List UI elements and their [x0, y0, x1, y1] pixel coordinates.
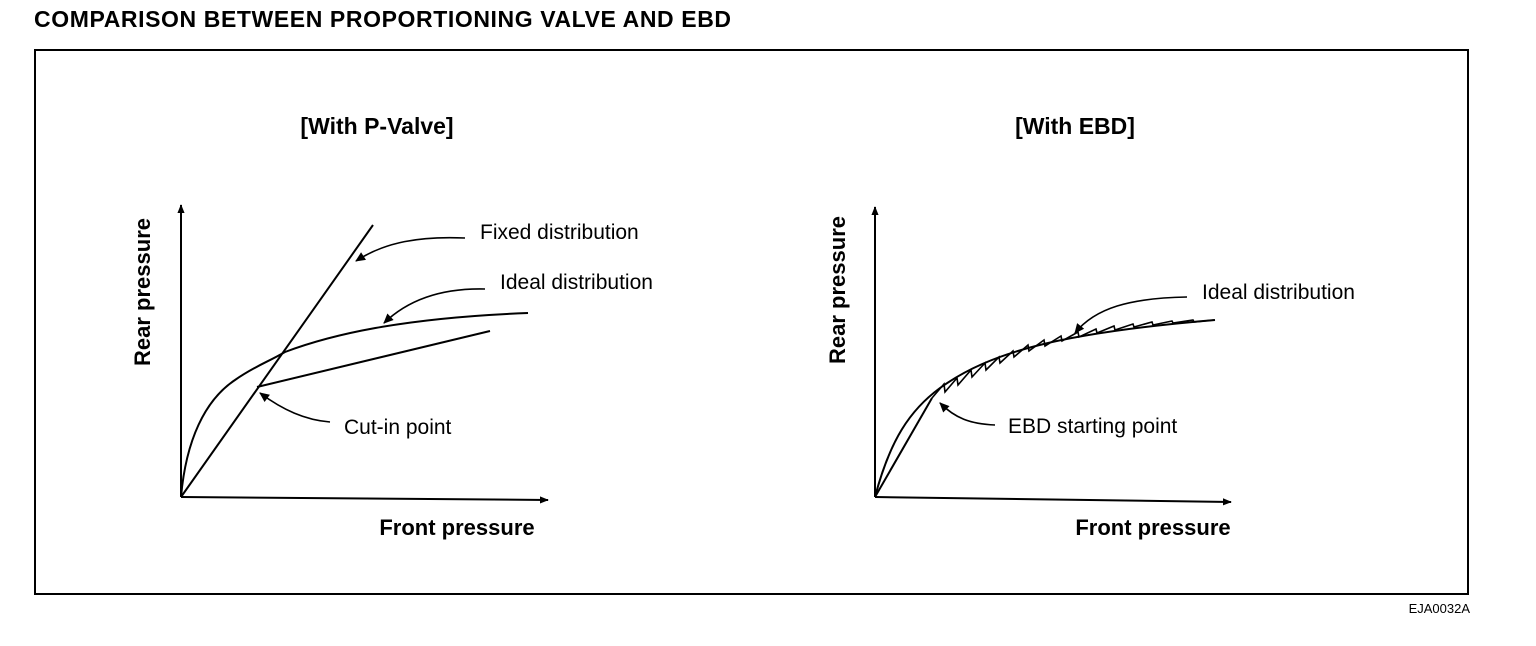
- ebd-x-axis: [874, 496, 1232, 506]
- cut-in-point-callout-arrow: [259, 392, 331, 423]
- ebd-ideal-distribution-label: Ideal distribution: [1202, 281, 1355, 304]
- ideal-distribution-label: Ideal distribution: [500, 271, 653, 294]
- ebd-initial-line: [874, 397, 933, 498]
- p-valve-panel: [With P-Valve] Rear pressure Front press…: [130, 113, 653, 540]
- ebd-starting-point-callout-arrow: [939, 402, 996, 426]
- ebd-heading: [With EBD]: [1015, 113, 1135, 139]
- ideal-distribution-curve: [180, 312, 529, 498]
- p-valve-heading: [With P-Valve]: [300, 113, 453, 139]
- ebd-ideal-distribution-callout-arrow: [1074, 296, 1188, 334]
- page-title: COMPARISON BETWEEN PROPORTIONING VALVE A…: [34, 6, 732, 32]
- proportioned-line: [256, 330, 491, 388]
- p-valve-y-axis-label: Rear pressure: [130, 218, 155, 366]
- ebd-panel: [With EBD] Rear pressure Front pressure …: [825, 113, 1355, 540]
- ideal-distribution-callout-arrow: [383, 288, 486, 324]
- ebd-stepped-control-curve: [931, 319, 1215, 399]
- ebd-y-axis-label: Rear pressure: [825, 216, 850, 364]
- ebd-starting-point-label: EBD starting point: [1008, 415, 1177, 438]
- ebd-x-axis-label: Front pressure: [1075, 515, 1230, 540]
- cut-in-point-label: Cut-in point: [344, 416, 452, 439]
- fixed-distribution-line: [180, 224, 374, 498]
- figure-code: EJA0032A: [1408, 601, 1470, 616]
- fixed-distribution-label: Fixed distribution: [480, 221, 639, 244]
- p-valve-x-axis-label: Front pressure: [379, 515, 534, 540]
- figure-frame: [34, 49, 1469, 595]
- fixed-distribution-callout-arrow: [355, 236, 466, 262]
- p-valve-x-axis: [180, 496, 549, 504]
